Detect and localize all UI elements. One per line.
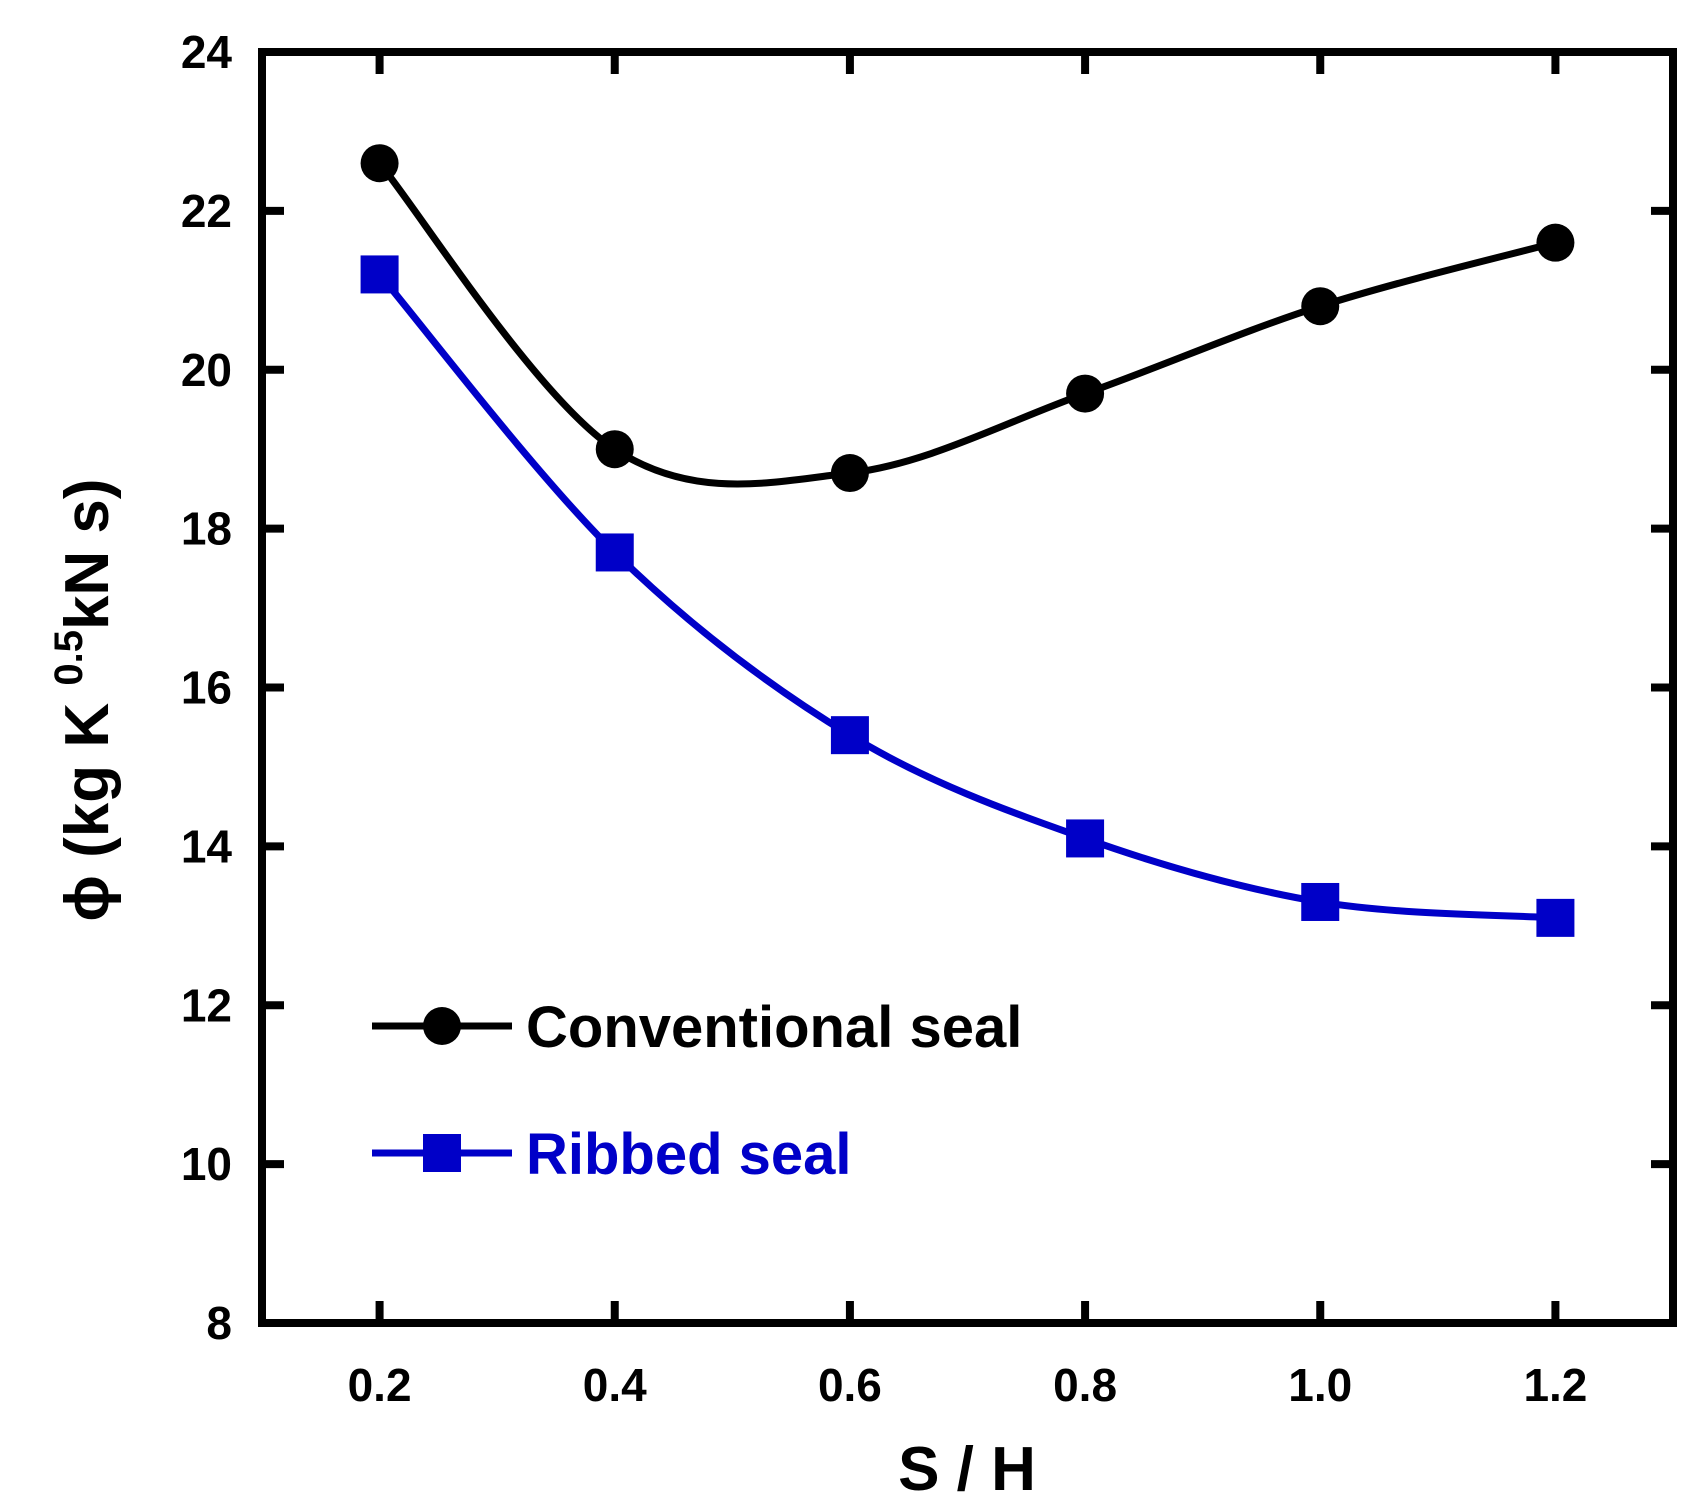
series-0-point: [830, 454, 869, 493]
series-curves: [376, 160, 1557, 922]
x-tick-label: 0.4: [583, 1359, 647, 1411]
series-0-point: [1301, 287, 1340, 326]
x-axis-label: S / H: [898, 1435, 1036, 1503]
series-1-point: [360, 255, 399, 294]
series-markers: [360, 144, 1575, 937]
x-tick-label: 0.2: [348, 1359, 412, 1411]
axis-ticks: [262, 48, 1673, 1327]
y-tick-label: 10: [181, 1138, 232, 1190]
x-tick-label: 1.2: [1523, 1359, 1587, 1411]
series-1-point: [1301, 882, 1340, 921]
y-tick-label: 16: [181, 662, 232, 714]
y-tick-label: 22: [181, 185, 232, 237]
legend-marker-1: [423, 1134, 461, 1172]
series-0-point: [360, 144, 399, 183]
y-axis-label-main: ϕ (kg K: [53, 686, 122, 922]
series-1-point: [830, 716, 869, 755]
series-1-point: [1066, 819, 1105, 858]
series-1-point: [595, 533, 634, 572]
series-line-0: [376, 160, 1557, 488]
series-1-point: [1536, 898, 1575, 937]
y-tick-label: 18: [181, 503, 232, 555]
x-tick-label: 0.6: [818, 1359, 882, 1411]
x-tick-label: 0.8: [1053, 1359, 1117, 1411]
y-tick-label: 20: [181, 344, 232, 396]
legend-marker-0: [423, 1007, 461, 1045]
series-0-point: [1066, 374, 1105, 413]
y-tick-label: 8: [206, 1297, 232, 1349]
series-0-point: [595, 430, 634, 469]
legend-label-1: Ribbed seal: [526, 1122, 852, 1187]
y-axis-label: ϕ (kg K 0.5kN s): [47, 478, 122, 921]
y-tick-label: 14: [181, 820, 233, 872]
plot-frame: [258, 48, 1677, 1327]
series-line-1: [376, 272, 1556, 922]
x-tick-label: 1.0: [1288, 1359, 1352, 1411]
y-tick-label: 12: [181, 979, 232, 1031]
y-axis-label-units: kN s): [53, 478, 122, 630]
tick-labels: 0.2 0.4 0.6 0.8 1.0 1.2 8 10 12 14 16 18 20 22 24: [181, 26, 1588, 1411]
series-0-point: [1536, 223, 1575, 262]
legend-label-0: Conventional seal: [526, 995, 1022, 1060]
y-tick-label: 24: [181, 26, 233, 78]
y-axis-label-superscript: 0.5: [47, 630, 91, 686]
legend: Conventional seal Ribbed seal: [372, 995, 1022, 1187]
